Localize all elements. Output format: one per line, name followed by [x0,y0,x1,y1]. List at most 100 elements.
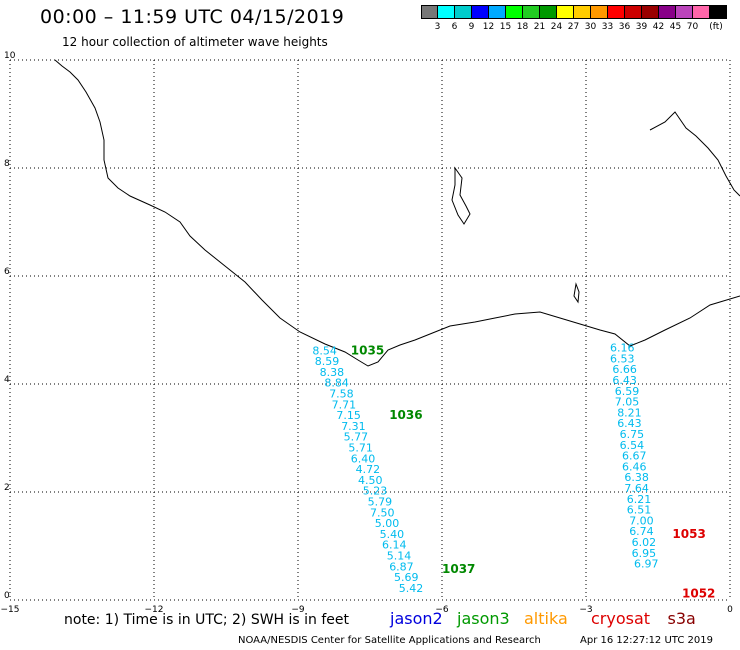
pass-time-labels: 1035 1036 1037 1053 1052 [351,343,716,600]
swh-value-jason2: 8.84 [324,377,349,390]
swh-value-jason3: 7.64 [624,482,649,495]
swh-value-jason2: 8.59 [315,355,340,368]
swh-value-jason3: 6.21 [627,493,652,506]
color-scale-swatch [608,5,625,19]
swh-value-jason2: 5.14 [387,550,412,563]
color-scale-swatch [642,5,659,19]
color-scale-swatch [625,5,642,19]
swh-value-jason2: 4.50 [358,474,383,487]
swh-value-jason3: 6.46 [622,460,647,473]
swh-value-jason2: 8.38 [320,366,345,379]
swh-value-jason2: 5.42 [399,582,424,595]
swh-value-jason3: 6.16 [610,342,635,355]
coastline-east [649,111,740,197]
color-scale-swatch [693,5,710,19]
swh-value-jason3: 6.95 [632,547,657,560]
island-outline [573,282,580,304]
color-scale-label: 12 [482,22,495,32]
color-scale-label: 24 [550,22,563,32]
generated-timestamp: Apr 16 12:27:12 UTC 2019 [580,635,713,646]
color-scale-label: 30 [584,22,597,32]
swh-value-jason3: 6.67 [622,450,647,463]
pass-time-label: 1037 [442,562,475,576]
legend-jason3: jason3 [457,609,510,628]
swh-value-jason2: 6.40 [351,452,376,465]
x-tick-label: −3 [579,605,592,615]
pass-time-label: 1053 [672,527,705,541]
x-tick-label: −15 [1,605,20,615]
pass-time-label: 1036 [389,408,422,422]
swh-value-jason3: 6.02 [632,536,657,549]
color-scale-unit: (ft) [709,22,723,32]
swh-value-jason3: 6.53 [610,352,635,365]
units-note: note: 1) Time is in UTC; 2) SWH is in fe… [64,612,350,628]
x-tick-label: 0 [727,605,733,615]
axis-tick-labels: −15 −12 −9 −6 −3 0 0 2 4 6 8 10 [1,51,734,615]
swh-value-jason2: 5.00 [375,517,400,530]
swh-value-jason3: 6.97 [634,558,659,571]
color-scale-swatch [659,5,676,19]
swh-value-jason2: 7.71 [332,398,357,411]
map-subtitle: 12 hour collection of altimeter wave hei… [62,35,328,49]
y-tick-label: 0 [4,591,10,601]
swh-value-jason2: 7.50 [370,506,395,519]
y-tick-label: 6 [4,267,10,277]
color-scale-label: 21 [533,22,546,32]
color-scale-swatch [676,5,693,19]
x-tick-label: −12 [145,605,164,615]
swh-value-jason3: 6.38 [624,471,649,484]
color-scale-swatch [455,5,472,19]
color-scale-swatch [523,5,540,19]
y-tick-label: 2 [4,483,10,493]
swh-value-jason2: 6.14 [382,539,407,552]
x-tick-label: −9 [291,605,305,615]
swh-value-jason2: 5.77 [344,431,369,444]
swh-value-jason2: 8.54 [312,344,337,357]
color-scale-swatch [438,5,455,19]
swh-value-jason2: 7.15 [336,409,361,422]
swh-value-jason2: 7.31 [341,420,366,433]
legend-altika: altika [524,609,568,628]
swh-value-jason3: 6.59 [615,385,640,398]
y-tick-label: 10 [4,51,16,61]
swh-value-jason3: 6.74 [629,525,654,538]
pass-time-label: 1052 [682,586,715,600]
color-scale-label: 27 [567,22,580,32]
color-scale-label: 39 [635,22,648,32]
pass-time-label: 1035 [351,343,384,357]
coastline [54,59,740,367]
legend-jason2: jason2 [390,609,443,628]
swh-value-jason3: 7.05 [615,396,640,409]
legend-s3a: s3a [667,609,696,628]
swh-value-jason3: 6.66 [612,363,637,376]
swh-value-jason2: 4.72 [356,463,381,476]
swh-value-jason2: 5.23 [363,485,388,498]
y-tick-label: 4 [4,375,10,385]
color-scale-swatch [591,5,608,19]
swh-value-jason3: 6.43 [612,374,637,387]
swh-value-jason2: 5.71 [348,442,373,455]
y-tick-label: 8 [4,159,10,169]
color-scale-label: 18 [516,22,529,32]
swh-value-jason3: 8.21 [617,406,642,419]
color-scale-label: 45 [669,22,682,32]
color-scale-swatch [489,5,506,19]
map-grid [9,59,731,601]
color-scale-label: 36 [618,22,631,32]
color-scale-swatch [574,5,591,19]
color-scale-swatch [557,5,574,19]
color-scale-label: 42 [652,22,665,32]
color-scale-label: 6 [451,22,458,32]
legend-cryosat: cryosat [591,609,651,628]
swh-value-jason3: 6.51 [627,504,652,517]
color-scale-label: 15 [499,22,512,32]
color-scale-label: 33 [601,22,614,32]
x-tick-label: −6 [435,605,449,615]
credit-line: NOAA/NESDIS Center for Satellite Applica… [238,635,541,646]
swh-value-jason2: 6.87 [389,560,414,573]
color-scale-swatch [421,5,438,19]
color-scale [421,5,727,19]
swh-value-jason2: 5.40 [380,528,405,541]
satellite-tracks: 8.548.598.388.847.587.717.157.315.775.71… [312,342,658,595]
